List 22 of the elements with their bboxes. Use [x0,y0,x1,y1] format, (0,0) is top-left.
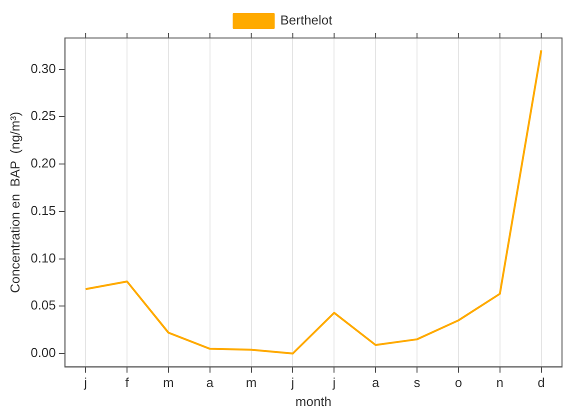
y-tick-label: 0.10 [30,250,56,266]
x-tick-label: j [290,375,294,390]
x-tick-label: s [414,375,421,390]
x-tick-label: f [125,375,130,390]
y-tick-label: 0.25 [30,108,56,124]
legend-label: Berthelot [280,12,333,28]
x-tick-label: n [496,375,504,390]
x-tick-label: j [83,375,88,390]
x-tick-label: a [372,375,380,390]
x-tick-label: o [454,375,462,390]
y-axis-title: Concentration en BAP (ng/m³) [7,112,22,293]
y-tick-label: 0.15 [30,202,56,218]
y-tick-label: 0.00 [30,345,56,360]
x-axis-title: month [295,394,332,409]
y-tick-label: 0.20 [30,156,56,171]
x-tick-label: m [163,375,174,390]
y-tick-label: 0.05 [30,298,56,313]
y-tick-label: 0.30 [30,60,56,76]
x-tick-label: d [538,375,545,390]
x-tick-label: j [332,375,336,390]
x-tick-label: m [246,375,257,390]
x-tick-label: a [206,375,214,390]
